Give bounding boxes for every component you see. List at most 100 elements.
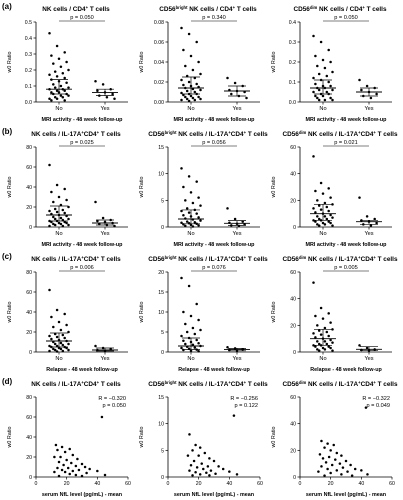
correlation-p-label: p = 0.122 <box>235 403 258 409</box>
data-point <box>180 167 183 170</box>
data-point <box>331 224 334 227</box>
x-tick-label: No <box>55 356 62 362</box>
data-point <box>335 469 339 472</box>
data-point <box>197 454 200 457</box>
data-point <box>319 208 323 211</box>
data-point <box>316 215 319 218</box>
data-point <box>184 64 187 68</box>
data-point <box>59 216 63 220</box>
data-point <box>228 470 231 473</box>
data-point <box>96 89 99 93</box>
data-point <box>325 74 329 78</box>
data-point <box>53 223 57 227</box>
data-point <box>314 220 317 223</box>
chart-title-segment: T cells <box>376 381 398 388</box>
data-point <box>369 96 373 100</box>
data-point <box>71 453 75 457</box>
data-point <box>187 211 191 214</box>
y-tick-label: 5 <box>161 448 164 454</box>
data-point <box>59 455 62 459</box>
chart-panel-3: CD56dim NK cells / CD4+ T cells 0.0 0.1 0.2… <box>271 5 392 123</box>
data-point <box>180 276 183 280</box>
data-point <box>56 448 59 452</box>
row-label-b: (b) <box>2 127 13 136</box>
chart-title-segment: NK cells / IL-17A <box>31 131 81 138</box>
y-tick-label: 0.1 <box>25 84 32 90</box>
y-tick-label: 0 <box>161 350 164 356</box>
chart-title-segment: CD56 <box>282 381 299 388</box>
correlation-r-label: R = −0.256 <box>230 396 258 402</box>
data-point <box>327 345 330 348</box>
y-tick-label: 60 <box>290 145 296 151</box>
data-point <box>67 217 70 221</box>
chart-title-superscript: + <box>81 130 84 135</box>
data-point <box>331 216 334 219</box>
y-axis-label: w0 Ratio <box>271 177 277 199</box>
data-point <box>59 65 63 69</box>
data-point <box>199 88 202 92</box>
data-point <box>321 221 325 225</box>
data-point <box>182 339 185 343</box>
data-point <box>364 406 368 409</box>
data-point <box>195 466 199 469</box>
y-tick-label: 10 <box>158 172 164 178</box>
data-point <box>53 332 57 336</box>
x-tick-label: 0 <box>167 481 170 487</box>
data-point <box>65 346 68 350</box>
data-point <box>314 54 317 58</box>
data-point <box>312 155 315 158</box>
data-point <box>55 75 59 78</box>
chart-title-segment: NK cells / IL-17A <box>31 381 81 388</box>
data-point <box>187 32 191 36</box>
chart-title-superscript: + <box>373 380 376 385</box>
data-point <box>180 221 183 224</box>
data-point <box>100 415 104 419</box>
data-point <box>323 215 327 218</box>
y-tick-label: 20 <box>26 205 32 211</box>
data-point <box>366 473 369 476</box>
data-point <box>316 96 319 100</box>
data-point <box>59 222 63 226</box>
data-point <box>329 321 332 324</box>
data-point <box>76 457 79 461</box>
chart-panel-12: CD56dim NK cells / IL-17A+CD4+ T cells02… <box>271 380 398 499</box>
data-point <box>193 332 197 336</box>
chart-title-superscript: + <box>228 380 231 385</box>
data-point <box>53 470 56 474</box>
y-tick-label: 80 <box>26 270 32 276</box>
data-point <box>59 84 63 88</box>
data-point <box>245 96 248 100</box>
chart-title-segment: T cells <box>246 256 268 263</box>
data-point <box>61 71 65 75</box>
data-point <box>77 468 81 472</box>
data-point <box>195 212 198 215</box>
data-point <box>320 439 323 443</box>
data-point <box>180 26 183 30</box>
data-point <box>48 219 51 223</box>
y-axis-label: w0 Ratio <box>7 177 13 199</box>
data-point <box>326 442 329 445</box>
data-point <box>65 323 68 327</box>
chart-title-segment: NK cells / IL-17A <box>31 256 81 263</box>
chart-title-segment: CD56 <box>148 131 165 138</box>
data-point <box>56 466 59 470</box>
correlation-p-label: p = 0.050 <box>103 403 126 409</box>
y-tick-label: 0.1 <box>289 80 296 86</box>
x-tick-label: No <box>187 231 194 237</box>
data-point <box>60 445 64 449</box>
chart-title-superscript: dim <box>299 255 307 260</box>
data-point <box>321 317 325 320</box>
data-point <box>191 449 194 452</box>
data-point <box>326 467 329 471</box>
chart-title-superscript: + <box>81 255 84 260</box>
data-point <box>316 223 319 226</box>
data-point <box>57 474 61 478</box>
chart-title-segment: T cells <box>246 381 268 388</box>
data-point <box>191 201 195 205</box>
data-point <box>187 284 191 288</box>
data-point <box>314 94 317 98</box>
chart-title-segment: NK cells / CD4 <box>317 6 363 13</box>
data-point <box>212 459 216 463</box>
data-point <box>55 350 59 353</box>
data-point <box>55 210 59 214</box>
